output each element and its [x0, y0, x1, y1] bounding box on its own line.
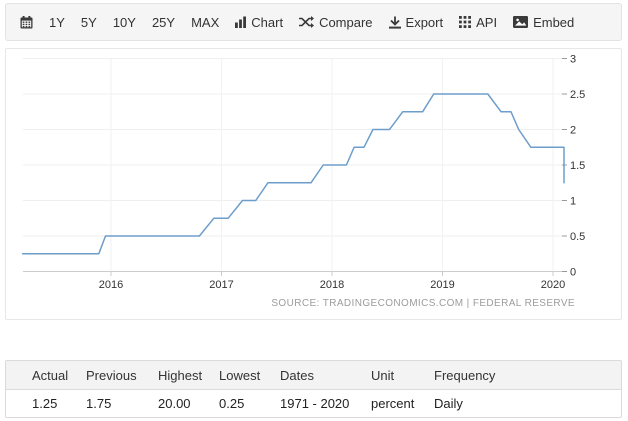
compare-button[interactable]: Compare	[299, 14, 373, 30]
rate-line-series	[21, 93, 565, 255]
image-icon	[513, 16, 529, 28]
bar-chart-icon	[235, 16, 247, 28]
summary-table: Actual Previous Highest Lowest Dates Uni…	[6, 361, 621, 417]
svg-text:2.5: 2.5	[570, 89, 585, 101]
chart-source-attribution: SOURCE: TRADINGECONOMICS.COM | FEDERAL R…	[271, 298, 575, 309]
header-lowest: Lowest	[219, 361, 280, 390]
range-button-5y[interactable]: 5Y	[80, 14, 97, 30]
summary-value-row: 1.25 1.75 20.00 0.25 1971 - 2020 percent…	[6, 389, 621, 417]
header-frequency: Frequency	[434, 361, 621, 390]
download-icon	[388, 16, 401, 29]
chart-type-button[interactable]: Chart	[235, 15, 283, 30]
x-axis-labels: 2016 2017 2018 2019 2020	[99, 279, 565, 291]
embed-button[interactable]: Embed	[513, 15, 574, 30]
svg-text:2020: 2020	[541, 279, 565, 291]
calendar-button[interactable]	[20, 15, 33, 29]
y-axis-labels: 0 0.5 1 1.5 2 2.5 3	[570, 54, 585, 279]
horizontal-gridlines	[23, 58, 564, 237]
svg-text:2017: 2017	[209, 279, 233, 291]
header-actual: Actual	[6, 361, 86, 390]
header-dates: Dates	[280, 361, 371, 390]
embed-label: Embed	[533, 14, 575, 30]
header-unit: Unit	[371, 361, 434, 390]
value-dates: 1971 - 2020	[280, 389, 371, 417]
range-button-25y[interactable]: 25Y	[151, 14, 176, 30]
value-frequency: Daily	[434, 389, 621, 417]
rate-line-chart[interactable]: 0 0.5 1 1.5 2 2.5 3 2016 2017 2018 2019 2020	[6, 49, 621, 319]
value-highest: 20.00	[158, 389, 219, 417]
svg-text:3: 3	[570, 54, 576, 66]
api-label: API	[476, 14, 498, 30]
value-unit: percent	[371, 389, 434, 417]
grid-icon	[459, 16, 472, 28]
summary-header-row: Actual Previous Highest Lowest Dates Uni…	[6, 361, 621, 390]
svg-text:2016: 2016	[99, 279, 123, 291]
svg-text:2019: 2019	[430, 279, 454, 291]
range-button-1y[interactable]: 1Y	[49, 14, 65, 30]
range-button-max[interactable]: MAX	[191, 14, 220, 30]
calendar-icon	[20, 15, 33, 28]
chart-panel: 0 0.5 1 1.5 2 2.5 3 2016 2017 2018 2019 2020 SOURC…	[5, 48, 622, 320]
chart-type-label: Chart	[251, 14, 284, 30]
compare-icon	[299, 16, 315, 28]
header-highest: Highest	[158, 361, 219, 390]
export-button[interactable]: Export	[388, 14, 444, 30]
compare-label: Compare	[319, 14, 373, 30]
export-label: Export	[405, 14, 444, 30]
range-button-10y[interactable]: 10Y	[112, 14, 136, 30]
svg-text:1.5: 1.5	[570, 160, 585, 172]
value-actual: 1.25	[6, 389, 86, 417]
svg-text:0.5: 0.5	[570, 231, 585, 243]
api-button[interactable]: API	[459, 15, 497, 30]
chart-toolbar: 1Y 5Y 10Y 25Y MAX Chart Compare	[5, 3, 622, 41]
axis-ticks	[110, 58, 567, 276]
summary-table-wrap: Actual Previous Highest Lowest Dates Uni…	[5, 360, 622, 418]
svg-text:2018: 2018	[320, 279, 344, 291]
svg-text:2: 2	[570, 125, 576, 137]
svg-text:0: 0	[570, 267, 576, 279]
value-lowest: 0.25	[219, 389, 280, 417]
svg-text:1: 1	[570, 196, 576, 208]
header-previous: Previous	[86, 361, 158, 390]
value-previous: 1.75	[86, 389, 158, 417]
